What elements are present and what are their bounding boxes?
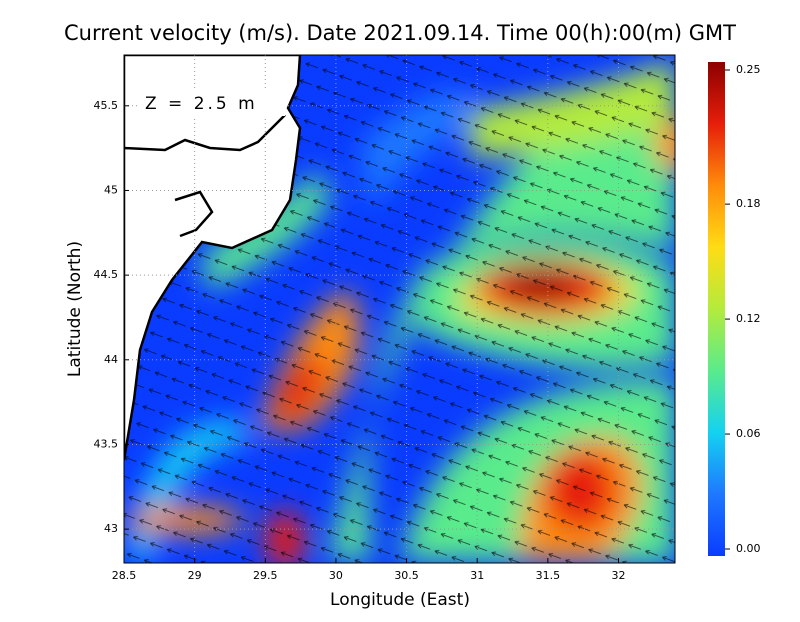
x-tick-label: 31.5 — [536, 569, 561, 582]
x-tick-label: 32 — [611, 569, 625, 582]
y-axis-label: Latitude (North) — [65, 241, 85, 377]
y-tick-label: 45.5 — [94, 99, 119, 112]
x-tick-label: 29.5 — [253, 569, 278, 582]
y-tick-label: 43 — [104, 522, 118, 535]
colorbar-tick-label: 0.06 — [736, 427, 761, 440]
x-tick-label: 30 — [329, 569, 343, 582]
colorbar-tick-label: 0.00 — [736, 542, 761, 555]
x-tick-label: 29 — [188, 569, 202, 582]
y-tick-label: 45 — [104, 183, 118, 196]
y-tick-label: 44.5 — [94, 268, 119, 281]
chart-title: Current velocity (m/s). Date 2021.09.14.… — [64, 21, 736, 45]
plot-frame — [123, 54, 676, 564]
x-axis-label: Longitude (East) — [330, 590, 470, 610]
y-tick-label: 44 — [104, 353, 118, 366]
depth-annotation: Z = 2.5 m — [145, 94, 258, 114]
colorbar-tick-label: 0.12 — [736, 312, 761, 325]
annotation-box — [140, 90, 285, 116]
x-tick-label: 28.5 — [112, 569, 137, 582]
x-tick-label: 30.5 — [394, 569, 419, 582]
colorbar-tick-label: 0.25 — [736, 63, 761, 76]
x-tick-label: 31 — [470, 569, 484, 582]
y-tick-label: 43.5 — [94, 437, 119, 450]
colorbar-tick-label: 0.18 — [736, 197, 761, 210]
velocity-field — [124, 55, 675, 563]
colorbar — [708, 62, 725, 556]
